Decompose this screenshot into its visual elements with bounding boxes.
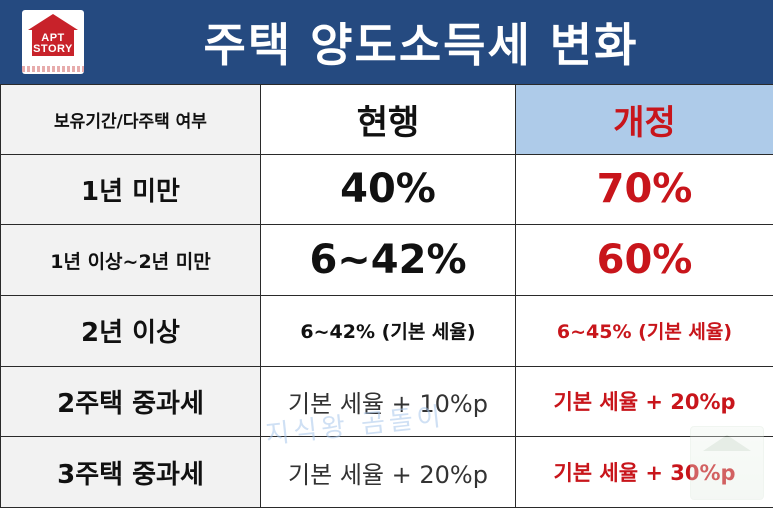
revised-rate: 기본 세율 + 20%p <box>515 365 773 438</box>
title-banner: APT STORY 주택 양도소득세 변화 <box>0 0 773 84</box>
column-header-current: 현행 <box>260 84 516 155</box>
tax-comparison-table: 보유기간/다주택 여부 현행 개정 1년 미만 40% 70% 1년 이상~2년… <box>0 84 773 508</box>
table-row: 1년 미만 40% 70% <box>0 153 773 226</box>
row-label: 3주택 중과세 <box>0 436 261 508</box>
logo-subtext <box>22 66 84 72</box>
table-row: 2년 이상 6~42% (기본 세율) 6~45% (기본 세율) <box>0 294 773 367</box>
row-label: 1년 이상~2년 미만 <box>0 224 261 296</box>
logo-roof <box>28 14 78 30</box>
table-row: 3주택 중과세 기본 세율 + 20%p 기본 세율 + 30%p <box>0 436 773 508</box>
page-title: 주택 양도소득세 변화 <box>203 18 639 72</box>
row-label: 2주택 중과세 <box>0 365 261 438</box>
logo-text-line1: APT <box>41 32 65 44</box>
current-rate: 6~42% <box>260 224 516 296</box>
column-header-holding-period: 보유기간/다주택 여부 <box>0 84 261 155</box>
apt-story-logo: APT STORY <box>22 10 84 74</box>
logo-house-body <box>32 30 74 56</box>
row-label: 2년 이상 <box>0 294 261 367</box>
revised-rate: 70% <box>515 153 773 226</box>
revised-rate: 6~45% (기본 세율) <box>515 294 773 367</box>
current-rate: 6~42% (기본 세율) <box>260 294 516 367</box>
current-rate: 기본 세율 + 20%p <box>260 436 516 508</box>
row-label: 1년 미만 <box>0 153 261 226</box>
table-row: 2주택 중과세 기본 세율 + 10%p 기본 세율 + 20%p <box>0 365 773 438</box>
revised-rate: 60% <box>515 224 773 296</box>
current-rate: 40% <box>260 153 516 226</box>
revised-rate: 기본 세율 + 30%p <box>515 436 773 508</box>
column-header-revised: 개정 <box>515 84 773 155</box>
current-rate: 기본 세율 + 10%p <box>260 365 516 438</box>
table-header-row: 보유기간/다주택 여부 현행 개정 <box>0 84 773 155</box>
table-row: 1년 이상~2년 미만 6~42% 60% <box>0 224 773 296</box>
logo-text-line2: STORY <box>33 43 73 55</box>
